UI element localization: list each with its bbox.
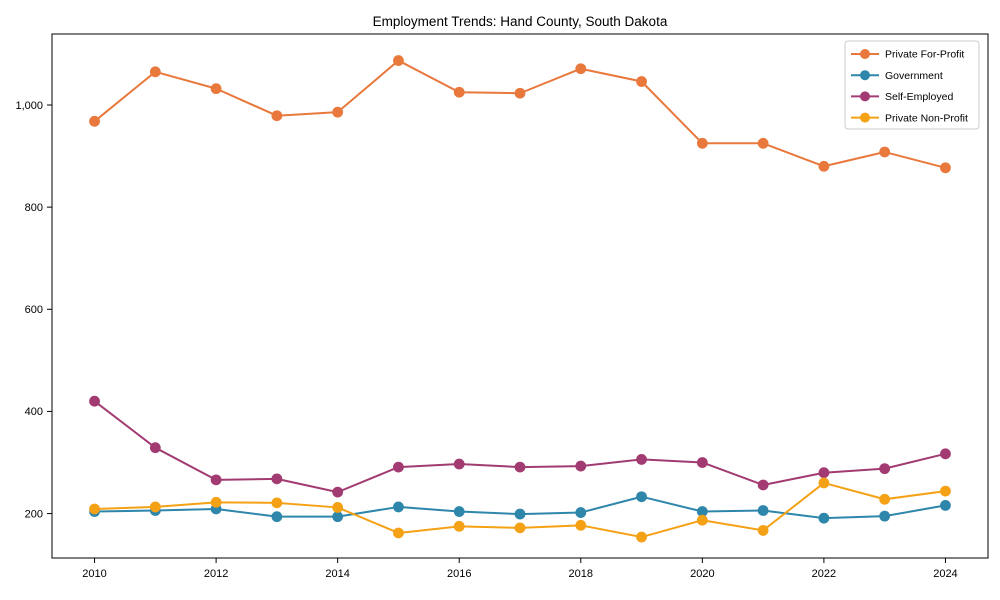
data-point-self-employed-2016 bbox=[453, 458, 465, 470]
plot-area: 200 400 600 800 1,000 2010 2012 2014 2016 2018 202… bbox=[15, 33, 989, 580]
data-point-private-non-profit-2018 bbox=[575, 519, 587, 531]
data-point-private-non-profit-2014 bbox=[332, 502, 344, 513]
legend-label-private-for-profit: Private For-Profit bbox=[885, 49, 964, 61]
y-tick-label: 1,000 bbox=[15, 100, 43, 112]
data-point-self-employed-2014 bbox=[332, 486, 344, 498]
data-point-government-2018 bbox=[575, 507, 587, 518]
legend-label-self-employed: Self-Employed bbox=[885, 91, 953, 103]
y-axis: 200 400 600 800 1,000 bbox=[15, 100, 52, 520]
series-private-non-profit bbox=[89, 477, 951, 543]
legend-label-government: Government bbox=[885, 70, 943, 82]
data-point-private-non-profit-2010 bbox=[89, 503, 100, 515]
data-point-private-for-profit-2013 bbox=[271, 110, 283, 122]
x-tick-label: 2018 bbox=[569, 568, 593, 580]
data-point-private-non-profit-2016 bbox=[453, 520, 465, 532]
y-tick-label: 800 bbox=[25, 202, 43, 214]
data-point-self-employed-2024 bbox=[940, 448, 951, 460]
legend-marker-private-non-profit bbox=[860, 112, 870, 123]
data-point-self-employed-2010 bbox=[89, 395, 100, 407]
data-point-government-2017 bbox=[514, 508, 526, 520]
data-point-government-2023 bbox=[879, 510, 891, 522]
data-point-private-for-profit-2016 bbox=[453, 86, 465, 98]
data-point-private-for-profit-2010 bbox=[89, 115, 100, 127]
x-tick-label: 2014 bbox=[325, 568, 349, 580]
data-point-private-for-profit-2024 bbox=[940, 162, 951, 174]
data-point-private-non-profit-2019 bbox=[636, 531, 647, 543]
data-point-self-employed-2015 bbox=[393, 461, 404, 473]
legend-label-private-non-profit: Private Non-Profit bbox=[885, 112, 968, 124]
data-point-private-for-profit-2012 bbox=[210, 83, 222, 95]
data-point-government-2015 bbox=[393, 501, 404, 513]
data-point-government-2016 bbox=[453, 506, 465, 517]
data-point-government-2024 bbox=[940, 499, 951, 511]
data-point-private-for-profit-2015 bbox=[393, 55, 404, 66]
data-point-self-employed-2018 bbox=[575, 460, 587, 472]
data-point-self-employed-2021 bbox=[757, 479, 769, 491]
data-point-government-2020 bbox=[696, 506, 708, 517]
data-point-private-non-profit-2013 bbox=[271, 497, 283, 509]
legend-box bbox=[844, 40, 980, 130]
data-point-private-for-profit-2014 bbox=[332, 106, 344, 118]
x-axis: 2010 2012 2014 2016 2018 2020 2022 2024 bbox=[82, 558, 958, 580]
data-point-private-non-profit-2015 bbox=[393, 527, 404, 539]
y-tick-label: 200 bbox=[25, 508, 43, 520]
data-point-private-non-profit-2017 bbox=[514, 522, 526, 534]
x-tick-label: 2010 bbox=[82, 568, 106, 580]
data-point-private-for-profit-2020 bbox=[696, 137, 708, 149]
axes-box bbox=[51, 33, 989, 559]
data-point-private-for-profit-2017 bbox=[514, 87, 526, 99]
data-point-private-for-profit-2021 bbox=[757, 137, 769, 149]
series-line-self-employed bbox=[93, 400, 946, 494]
data-point-government-2014 bbox=[332, 511, 344, 523]
data-point-self-employed-2013 bbox=[271, 473, 283, 485]
data-point-private-for-profit-2022 bbox=[818, 160, 830, 172]
data-point-private-non-profit-2011 bbox=[149, 501, 161, 513]
data-point-self-employed-2011 bbox=[149, 442, 161, 454]
data-point-self-employed-2012 bbox=[210, 474, 222, 486]
data-point-self-employed-2020 bbox=[696, 457, 708, 468]
data-point-private-non-profit-2024 bbox=[940, 485, 951, 497]
data-point-private-non-profit-2021 bbox=[757, 525, 769, 536]
series-self-employed bbox=[89, 395, 951, 498]
data-point-self-employed-2023 bbox=[879, 463, 891, 475]
data-point-self-employed-2022 bbox=[818, 467, 830, 479]
chart-title: Employment Trends: Hand County, South Da… bbox=[373, 14, 668, 29]
legend-marker-private-for-profit bbox=[860, 49, 870, 59]
series-private-for-profit bbox=[89, 55, 951, 174]
data-point-government-2022 bbox=[818, 512, 830, 524]
legend-marker-government bbox=[860, 70, 870, 81]
series-government bbox=[89, 491, 951, 524]
data-point-private-non-profit-2020 bbox=[696, 514, 708, 526]
x-tick-label: 2012 bbox=[204, 568, 228, 580]
data-point-self-employed-2017 bbox=[514, 461, 526, 473]
data-point-private-for-profit-2023 bbox=[879, 146, 891, 158]
legend: Private For-Profit Government Self-Employe… bbox=[844, 40, 980, 130]
data-point-private-non-profit-2022 bbox=[818, 477, 830, 489]
data-point-private-for-profit-2018 bbox=[575, 63, 587, 75]
data-point-government-2021 bbox=[757, 505, 769, 516]
data-point-private-non-profit-2012 bbox=[210, 496, 222, 508]
series-line-private-for-profit bbox=[93, 59, 946, 169]
data-point-private-for-profit-2011 bbox=[149, 66, 161, 78]
x-tick-label: 2016 bbox=[447, 568, 471, 580]
legend-marker-self-employed bbox=[860, 91, 870, 102]
x-tick-label: 2020 bbox=[690, 568, 714, 580]
data-point-government-2019 bbox=[636, 491, 647, 503]
data-point-private-for-profit-2019 bbox=[636, 76, 647, 87]
data-point-private-non-profit-2023 bbox=[879, 493, 891, 505]
data-point-self-employed-2019 bbox=[636, 454, 647, 465]
x-tick-label: 2024 bbox=[933, 568, 957, 580]
y-tick-label: 600 bbox=[25, 304, 43, 316]
x-tick-label: 2022 bbox=[812, 568, 836, 580]
data-point-government-2013 bbox=[271, 511, 283, 523]
y-tick-label: 400 bbox=[25, 406, 43, 418]
